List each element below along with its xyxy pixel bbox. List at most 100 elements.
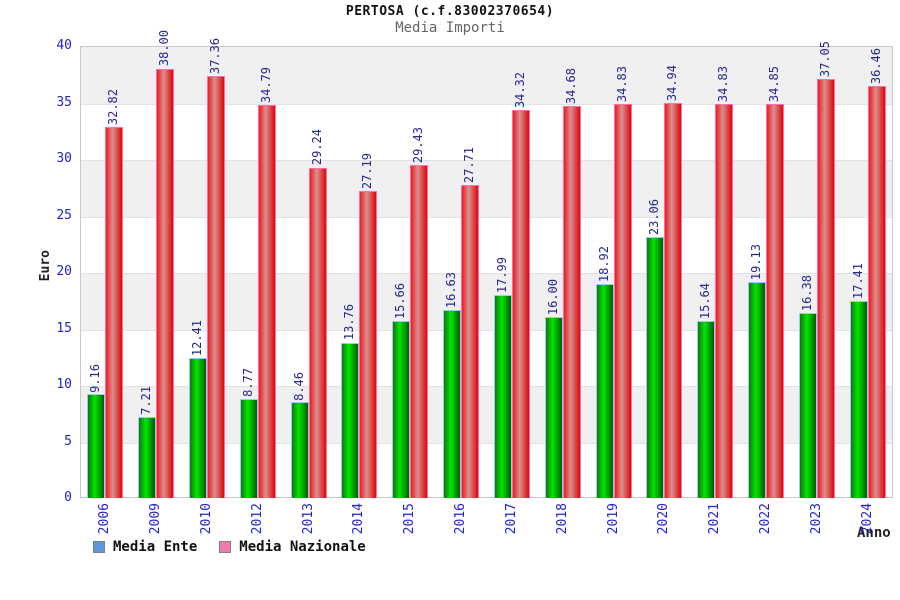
bar-media-nazionale [207,75,226,498]
y-tick-label: 10 [56,377,72,392]
bar-media-nazionale [511,110,530,498]
bar-value-label: 9.16 [88,363,103,393]
x-tick-label: 2015 [402,503,418,535]
legend: Media Ente Media Nazionale [93,539,366,555]
legend-label: Media Ente [113,539,198,555]
bar-value-label: 34.85 [766,66,781,103]
bar-value-label: 15.64 [698,283,713,320]
x-tick-label: 2018 [554,503,570,535]
bar-media-ente [341,342,360,498]
bar-media-ente [189,357,208,498]
x-tick-label: 2021 [707,503,723,535]
bar-value-label: 29.24 [309,129,324,166]
bar-value-label: 17.99 [494,256,509,293]
bar-media-nazionale [613,104,632,498]
legend-label: Media Nazionale [239,539,366,555]
bar-value-label: 19.13 [748,243,763,280]
x-tick-label: 2017 [503,503,519,535]
x-tick-label: 2013 [300,503,316,535]
gridline [81,386,892,387]
x-tick-label: 2023 [808,503,824,535]
bar-value-label: 23.06 [647,199,662,236]
bar-value-label: 34.79 [258,66,273,103]
gridline [81,216,892,218]
bar-media-nazionale [410,165,429,498]
x-tick-label: 2022 [757,503,773,535]
bar-media-nazionale [359,190,378,498]
bar-value-label: 17.41 [850,263,865,300]
bar-media-nazionale [562,106,581,498]
bar-media-ente [443,310,462,498]
y-tick-label: 30 [56,151,72,166]
bar-media-ente [697,321,716,498]
y-tick-label: 35 [56,94,72,110]
bar-media-ente [493,294,512,498]
bar-value-label: 16.38 [799,274,814,311]
y-tick-label: 5 [64,433,72,449]
bar-value-label: 27.19 [360,152,375,189]
x-tick-label: 2009 [148,503,164,535]
bar-media-ente [392,321,411,498]
bar-media-ente [87,394,106,498]
x-tick-label: 2010 [199,503,215,535]
bar-media-ente [290,402,309,498]
bar-value-label: 34.68 [563,68,578,105]
bar-media-ente [849,301,868,498]
x-tick-label: 2012 [249,503,265,535]
bar-value-label: 29.43 [411,127,426,164]
gridline [81,273,892,274]
y-axis-title: Euro [38,250,53,282]
y-tick-label: 25 [56,207,72,223]
bar-media-nazionale [105,127,124,498]
bar-value-label: 38.00 [157,30,172,67]
legend-swatch-media-ente [93,541,105,553]
chart-subtitle: Media Importi [395,20,505,36]
gridline [81,329,892,331]
y-tick-label: 15 [56,320,72,336]
bar-media-ente [239,398,258,498]
x-axis-title: Anno [857,525,891,541]
x-tick-label: 2016 [453,503,469,535]
bar-value-label: 7.21 [139,385,154,415]
bar-value-label: 12.41 [190,319,205,356]
legend-swatch-media-nazionale [219,541,232,553]
x-tick-label: 2019 [605,503,621,535]
bar-media-ente [747,281,766,498]
bar-media-ente [138,416,157,498]
y-tick-label: 20 [56,264,72,279]
bar-value-label: 34.32 [512,72,527,109]
bar-media-ente [595,284,614,498]
gridline [81,103,892,105]
bar-value-label: 13.76 [342,304,357,341]
bar-value-label: 34.83 [716,66,731,103]
y-tick-label: 40 [56,38,72,53]
bar-value-label: 16.00 [545,279,560,316]
x-tick-label: 2024 [859,503,875,535]
bar-media-nazionale [765,104,784,498]
bar-media-nazionale [461,184,480,498]
legend-item-media-nazionale: Media Nazionale [219,539,366,555]
bar-value-label: 34.83 [614,66,629,103]
gridline [81,442,892,444]
bar-media-nazionale [156,68,175,498]
x-tick-label: 2006 [97,503,113,535]
bar-media-nazionale [257,104,276,498]
bar-media-nazionale [867,86,886,498]
bar-value-label: 16.63 [444,271,459,309]
legend-item-media-ente: Media Ente [93,539,197,555]
y-tick-label: 0 [64,490,72,505]
page-title: PERTOSA (c.f.83002370654) [345,4,555,19]
bar-media-nazionale [816,79,835,498]
bar-media-ente [544,317,563,498]
bar-media-nazionale [664,103,683,498]
bar-value-label: 8.77 [240,368,255,397]
x-tick-label: 2020 [656,503,672,535]
bar-value-label: 36.46 [868,47,883,85]
bar-media-nazionale [308,167,327,498]
bar-media-ente [798,312,817,498]
bar-value-label: 18.92 [596,246,611,283]
bar-value-label: 34.94 [665,65,680,102]
bar-value-label: 15.66 [393,282,408,320]
bar-value-label: 37.05 [817,41,832,78]
